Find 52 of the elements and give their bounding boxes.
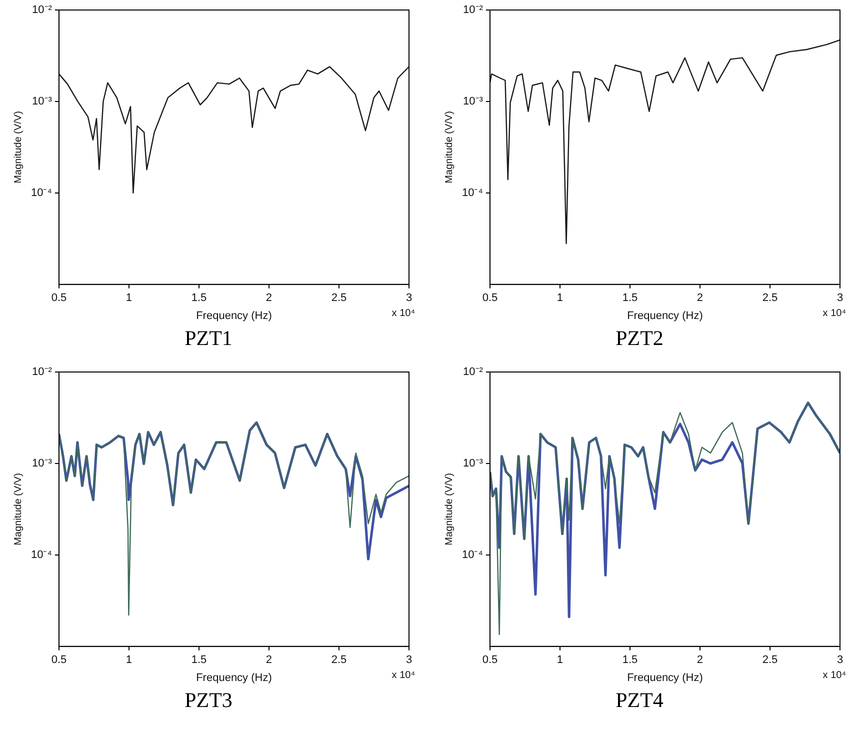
y-tick-label: 10⁻³	[32, 458, 52, 470]
x-tick-label: 3	[836, 654, 844, 666]
y-tick-label: 10⁻⁴	[462, 186, 484, 199]
x-tick-label: 1.5	[622, 654, 638, 666]
x-tick-label: 1.5	[191, 292, 207, 304]
x-axis-title: Frequency (Hz)	[627, 672, 703, 684]
text: x 10⁴	[822, 670, 846, 682]
x-axis-title: Frequency (Hz)	[196, 310, 272, 322]
text: x 10⁴	[822, 308, 846, 320]
x-tick-label: 2	[696, 292, 704, 304]
x-tick-label: 2.5	[762, 292, 778, 304]
x-tick-label: 1	[556, 654, 564, 666]
y-tick-label: 10⁻²	[32, 4, 52, 16]
text: PZT1	[184, 326, 232, 350]
text: PZT3	[184, 688, 232, 712]
x-tick-label: 1.5	[191, 654, 207, 666]
x-tick-label: 1	[126, 654, 132, 666]
x-tick-label: 2	[266, 654, 272, 666]
text: x 10⁴	[392, 670, 415, 682]
text: x 10⁴	[392, 308, 415, 320]
y-tick-label: 10⁻³	[463, 96, 484, 108]
x-tick-label: 2	[696, 654, 704, 666]
x-axis-title: Frequency (Hz)	[627, 310, 703, 322]
x-axis-title: Frequency (Hz)	[196, 672, 272, 684]
y-tick-label: 10⁻³	[32, 96, 52, 108]
x-tick-label: 3	[406, 654, 412, 666]
y-axis-title: Magnitude (V/V)	[444, 473, 455, 546]
x-tick-label: 3	[406, 292, 412, 304]
x-tick-label: 1	[556, 292, 564, 304]
text: PZT4	[616, 688, 664, 712]
x-tick-label: 1	[126, 292, 132, 304]
x-tick-label: 0.5	[51, 292, 67, 304]
y-tick-label: 10⁻²	[463, 4, 484, 16]
x-tick-label: 3	[836, 292, 844, 304]
x-tick-label: 2.5	[331, 654, 347, 666]
y-tick-label: 10⁻²	[463, 366, 484, 378]
x-tick-label: 0.5	[482, 654, 498, 666]
y-tick-label: 10⁻⁴	[30, 186, 52, 199]
x-tick-label: 2	[266, 292, 272, 304]
text: PZT2	[616, 326, 664, 350]
y-tick-label: 10⁻³	[463, 458, 484, 470]
x-tick-label: 2.5	[762, 654, 778, 666]
x-tick-label: 2.5	[331, 292, 347, 304]
x-tick-label: 0.5	[51, 654, 67, 666]
y-tick-label: 10⁻⁴	[30, 548, 52, 561]
y-tick-label: 10⁻²	[32, 366, 52, 378]
x-tick-label: 1.5	[622, 292, 638, 304]
y-axis-title: Magnitude (V/V)	[444, 111, 455, 184]
y-axis-title: Magnitude (V/V)	[12, 111, 24, 184]
y-tick-label: 10⁻⁴	[462, 548, 484, 561]
x-tick-label: 0.5	[482, 292, 498, 304]
y-axis-title: Magnitude (V/V)	[12, 473, 24, 546]
